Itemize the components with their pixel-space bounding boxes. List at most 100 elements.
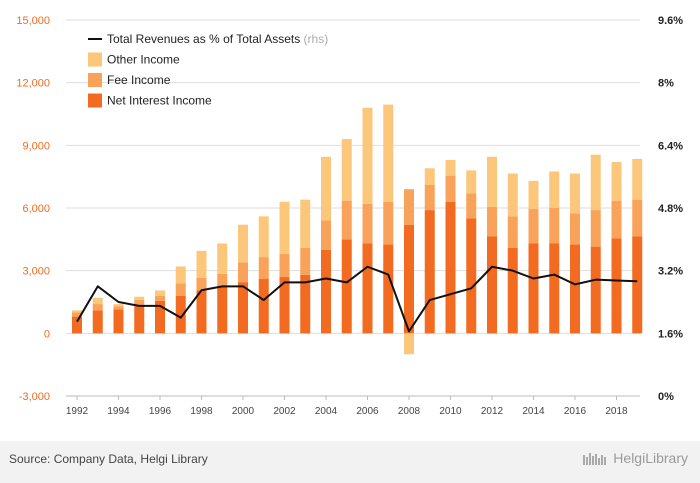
bar-net-interest-income-2017	[590, 246, 601, 334]
bar-other-income-2003	[300, 199, 311, 248]
y-left-tick-label: 12,000	[16, 78, 50, 90]
y-left-tick-label: -3,000	[19, 391, 50, 403]
x-tick-label: 2002	[273, 406, 296, 417]
bar-fee-income-2017	[590, 210, 601, 247]
x-tick-label: 2018	[605, 406, 628, 417]
bar-fee-income-2016	[570, 213, 580, 245]
x-tick-label: 2000	[232, 406, 255, 417]
x-tick-label: 2008	[398, 406, 421, 417]
y-left-tick-label: 3,000	[22, 266, 50, 278]
y-right-tick-label: 3.2%	[658, 266, 683, 278]
library-icon	[583, 453, 607, 465]
bar-other-income-2013	[507, 173, 518, 217]
bar-fee-income-1998	[196, 277, 207, 291]
rhs-line	[76, 265, 638, 333]
bar-net-interest-income-2014	[528, 243, 539, 334]
x-tick-label: 2010	[439, 406, 462, 417]
bar-other-income-1999	[217, 243, 228, 274]
bar-net-interest-income-2010	[445, 201, 456, 334]
bar-net-interest-income-1992	[72, 316, 82, 334]
right-axis: 0% 1.6% 3.2% 4.8% 6.4% 8% 9.6%	[658, 15, 683, 403]
legend-swatch	[88, 52, 102, 67]
bar-other-income-1996	[155, 290, 165, 296]
bar-net-interest-income-1995	[134, 306, 145, 334]
x-tick-label: 2004	[315, 406, 338, 417]
bar-other-income-2019	[632, 158, 643, 200]
legend-swatch	[88, 93, 102, 108]
x-tick-label: 2016	[564, 406, 587, 417]
footer: Source: Company Data, Helgi Library Helg…	[0, 441, 700, 483]
legend-label: Total Revenues as % of Total Assets (rhs…	[107, 32, 328, 46]
bar-net-interest-income-1997	[175, 295, 186, 334]
bar-fee-income-2009	[424, 185, 435, 211]
bar-other-income-2007	[383, 104, 394, 202]
bar-other-income-1994	[113, 304, 124, 307]
y-left-tick-label: 9,000	[22, 140, 50, 152]
bar-net-interest-income-2015	[549, 243, 560, 334]
brand-name: HelgiLibrary	[613, 450, 688, 466]
legend-rhs-suffix: (rhs)	[300, 32, 328, 46]
x-tick-label: 2012	[481, 406, 504, 417]
bar-net-interest-income-1999	[217, 286, 228, 334]
bar-fee-income-2007	[383, 201, 394, 245]
x-tick-label: 1998	[190, 406, 213, 417]
bar-other-income-1997	[175, 266, 186, 284]
bar-fee-income-2004	[321, 220, 331, 250]
bar-fee-income-2010	[445, 175, 456, 202]
bar-net-interest-income-2013	[507, 247, 518, 334]
bar-other-income-1993	[92, 297, 103, 305]
bar-net-interest-income-1994	[113, 309, 124, 334]
bar-other-income-2004	[321, 156, 331, 221]
y-right-tick-label: 0%	[658, 391, 674, 403]
bar-other-income-1998	[196, 250, 207, 278]
x-tick-label: 1996	[149, 406, 172, 417]
bar-other-income-2005	[341, 139, 352, 201]
bar-other-income-2011	[466, 170, 477, 194]
legend-swatch	[88, 73, 102, 87]
bar-fee-income-2008	[404, 189, 414, 225]
legend-label: Net Interest Income	[107, 94, 212, 108]
bar-fee-income-2003	[300, 247, 311, 275]
bar-net-interest-income-2003	[300, 274, 311, 334]
bar-other-income-2010	[445, 159, 456, 176]
bar-fee-income-2014	[528, 209, 539, 244]
bar-other-income-1995	[134, 296, 145, 300]
bar-net-interest-income-2009	[424, 210, 435, 334]
y-left-tick-label: 15,000	[16, 15, 50, 27]
bar-net-interest-income-2016	[570, 244, 580, 334]
x-tick-label: 2014	[522, 406, 545, 417]
bar-fee-income-1994	[113, 306, 124, 310]
bar-net-interest-income-2001	[258, 279, 269, 334]
x-axis: 1992 1994 1996 1998 2000 2002 2004 2006 2008 2010…	[66, 396, 628, 417]
y-right-tick-label: 8%	[658, 78, 674, 90]
chart: -3,000 0 3,000 6,000 9,000 12,000 15,000 0% 1.6…	[16, 15, 683, 417]
bar-net-interest-income-2018	[611, 238, 622, 334]
y-left-tick-label: 0	[44, 328, 50, 340]
bar-fee-income-2015	[549, 208, 560, 244]
bars	[72, 104, 643, 355]
bar-net-interest-income-2005	[341, 239, 352, 334]
bar-other-income-2016	[570, 173, 580, 214]
bar-fee-income-1995	[134, 299, 145, 307]
bar-net-interest-income-2002	[279, 276, 290, 334]
bar-fee-income-2012	[487, 206, 497, 237]
y-right-tick-label: 6.4%	[658, 140, 683, 152]
bar-net-interest-income-2011	[466, 218, 477, 334]
bar-fee-income-2011	[466, 193, 477, 219]
y-right-tick-label: 1.6%	[658, 328, 683, 340]
y-right-tick-label: 4.8%	[658, 203, 683, 215]
bar-other-income-1992	[72, 310, 82, 313]
bar-net-interest-income-2004	[321, 249, 331, 334]
bar-other-income-2009	[424, 168, 435, 186]
bar-fee-income-2013	[507, 216, 518, 248]
bar-other-income-2017	[590, 154, 601, 211]
bar-fee-income-2018	[611, 200, 622, 239]
brand-logo: HelgiLibrary	[582, 450, 688, 466]
legend-label: Other Income	[107, 53, 180, 67]
legend-label: Fee Income	[107, 73, 171, 87]
bar-net-interest-income-2007	[383, 244, 394, 334]
bar-fee-income-1992	[72, 312, 82, 317]
bar-fee-income-2006	[362, 203, 373, 244]
bar-fee-income-2001	[258, 257, 269, 280]
bar-net-interest-income-1996	[155, 300, 165, 334]
